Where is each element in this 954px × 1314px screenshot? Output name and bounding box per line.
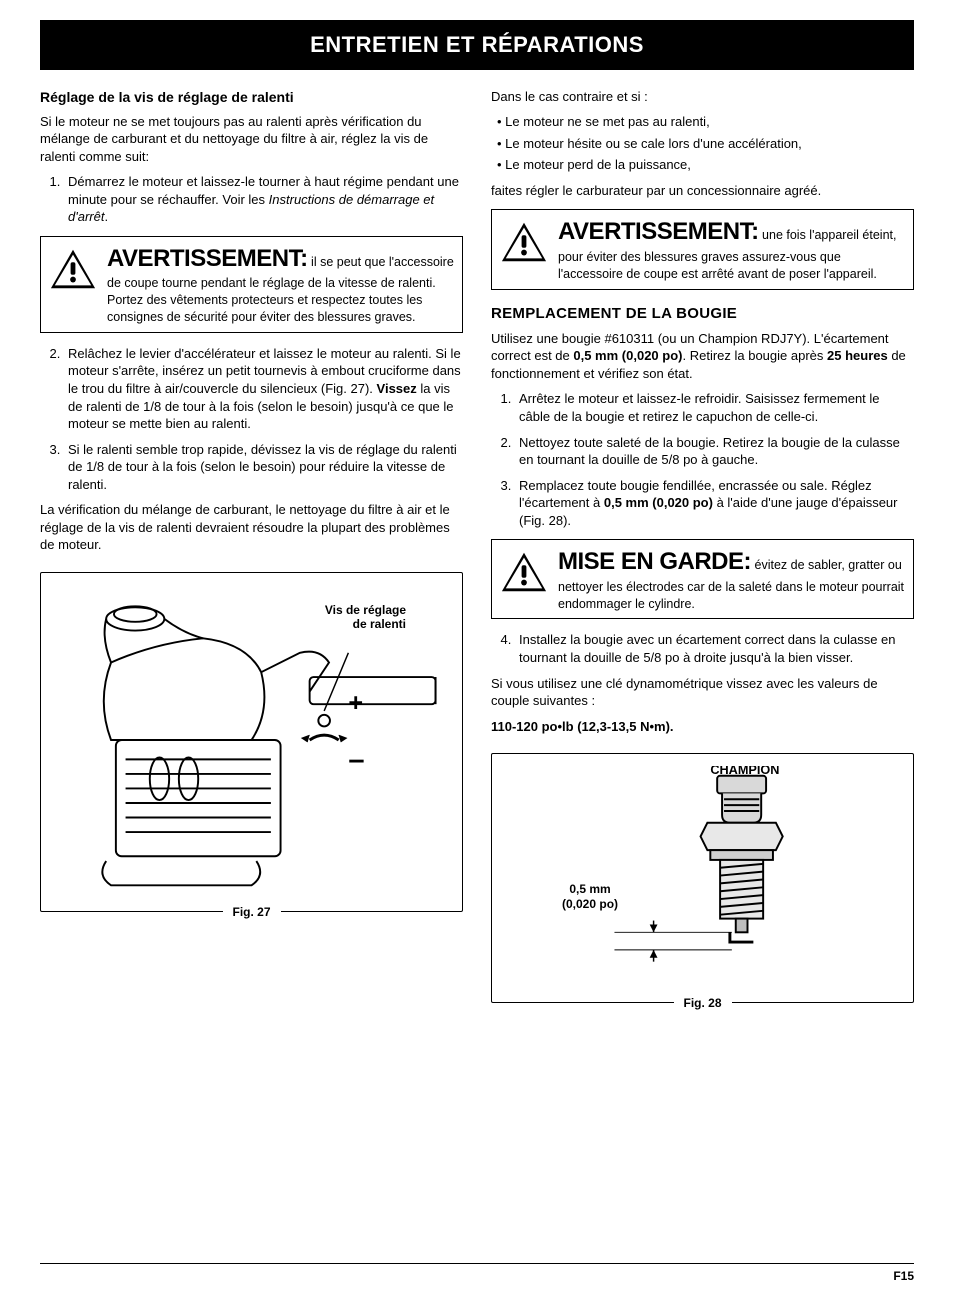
fig28-l2: (0,020 po) <box>562 897 618 911</box>
warn2-title: AVERTISSEMENT: <box>558 218 759 245</box>
right-column: Dans le cas contraire et si : Le moteur … <box>491 88 914 1003</box>
fig27-caption: Fig. 27 <box>222 904 280 920</box>
figure-27: Vis de réglage de ralenti <box>40 572 463 912</box>
warning-icon <box>49 247 97 291</box>
fig27-l1: Vis de réglage <box>325 603 406 617</box>
spark-steps-1: Arrêtez le moteur et laissez-le refroidi… <box>491 390 914 529</box>
two-column-layout: Réglage de la vis de réglage de ralenti … <box>40 88 914 1003</box>
left-heading: Réglage de la vis de réglage de ralenti <box>40 88 463 107</box>
fig27-l2: de ralenti <box>353 617 406 631</box>
sstep-4: Installez la bougie avec un écartement c… <box>515 631 914 666</box>
figure-28: 0,5 mm (0,020 po) <box>491 753 914 1003</box>
left-column: Réglage de la vis de réglage de ralenti … <box>40 88 463 1003</box>
bullet-3: Le moteur perd de la puissance, <box>497 156 914 174</box>
step-1: Démarrez le moteur et laissez-le tourner… <box>64 173 463 226</box>
torque-value: 110-120 po•lb (12,3-13,5 N•m). <box>491 718 914 736</box>
caution-box: MISE EN GARDE: évitez de sabler, gratter… <box>491 539 914 619</box>
warn1-title: AVERTISSEMENT: <box>107 245 308 272</box>
step1-period: . <box>104 209 108 224</box>
svg-text:+: + <box>348 689 363 717</box>
step2b: Vissez <box>377 381 417 396</box>
bullet-2: Le moteur hésite ou se cale lors d'une a… <box>497 135 914 153</box>
spark-steps-2: Installez la bougie avec un écartement c… <box>491 631 914 666</box>
warning-box-2: AVERTISSEMENT: une fois l'appareil étein… <box>491 209 914 289</box>
left-summary: La vérification du mélange de carburant,… <box>40 501 463 554</box>
spark-plug-intro: Utilisez une bougie #610311 (ou un Champ… <box>491 330 914 383</box>
p3b: 0,5 mm (0,020 po) <box>573 348 682 363</box>
warn3-title: MISE EN GARDE: <box>558 548 751 575</box>
torque-intro: Si vous utilisez une clé dynamométrique … <box>491 675 914 710</box>
fig28-caption: Fig. 28 <box>673 995 731 1011</box>
fig28-callout: 0,5 mm (0,020 po) <box>562 882 618 911</box>
left-steps-2: Relâchez le levier d'accélérateur et lai… <box>40 345 463 493</box>
step-2: Relâchez le levier d'accélérateur et lai… <box>64 345 463 433</box>
fig28-l1: 0,5 mm <box>569 882 610 896</box>
spark-plug-heading: REMPLACEMENT DE LA BOUGIE <box>491 304 914 324</box>
s3b: 0,5 mm (0,020 po) <box>604 495 713 510</box>
svg-text:–: – <box>348 744 364 776</box>
warning-1-text: AVERTISSEMENT: il se peut que l'accessoi… <box>107 243 454 326</box>
warn2-lead: une fois l'appareil <box>759 228 863 242</box>
left-intro: Si le moteur ne se met toujours pas au r… <box>40 113 463 166</box>
right-p2: faites régler le carburateur par un conc… <box>491 182 914 200</box>
spark-plug-illustration: CHAMPION <box>500 766 905 991</box>
sstep-2: Nettoyez toute saleté de la bougie. Reti… <box>515 434 914 469</box>
sstep-1: Arrêtez le moteur et laissez-le refroidi… <box>515 390 914 425</box>
warn3-lead: évitez de sabler, <box>751 558 848 572</box>
right-intro: Dans le cas contraire et si : <box>491 88 914 106</box>
step-3: Si le ralenti semble trop rapide, déviss… <box>64 441 463 494</box>
p3d: 25 heures <box>827 348 888 363</box>
right-bullets: Le moteur ne se met pas au ralenti, Le m… <box>491 113 914 174</box>
p3c: . Retirez la bougie après <box>682 348 827 363</box>
warning-box-1: AVERTISSEMENT: il se peut que l'accessoi… <box>40 236 463 333</box>
warning-icon <box>500 220 548 264</box>
sstep-3: Remplacez toute bougie fendillée, encras… <box>515 477 914 530</box>
champion-brand: CHAMPION <box>710 766 779 777</box>
page-footer: F15 <box>40 1263 914 1284</box>
fig27-callout: Vis de réglage de ralenti <box>325 603 406 632</box>
page-banner: ENTRETIEN ET RÉPARATIONS <box>40 20 914 70</box>
caution-text: MISE EN GARDE: évitez de sabler, gratter… <box>558 546 905 612</box>
bullet-1: Le moteur ne se met pas au ralenti, <box>497 113 914 131</box>
warn1-lead: il se peut que <box>308 255 389 269</box>
warning-2-text: AVERTISSEMENT: une fois l'appareil étein… <box>558 216 905 282</box>
warning-icon <box>500 550 548 594</box>
left-steps-1: Démarrez le moteur et laissez-le tourner… <box>40 173 463 226</box>
